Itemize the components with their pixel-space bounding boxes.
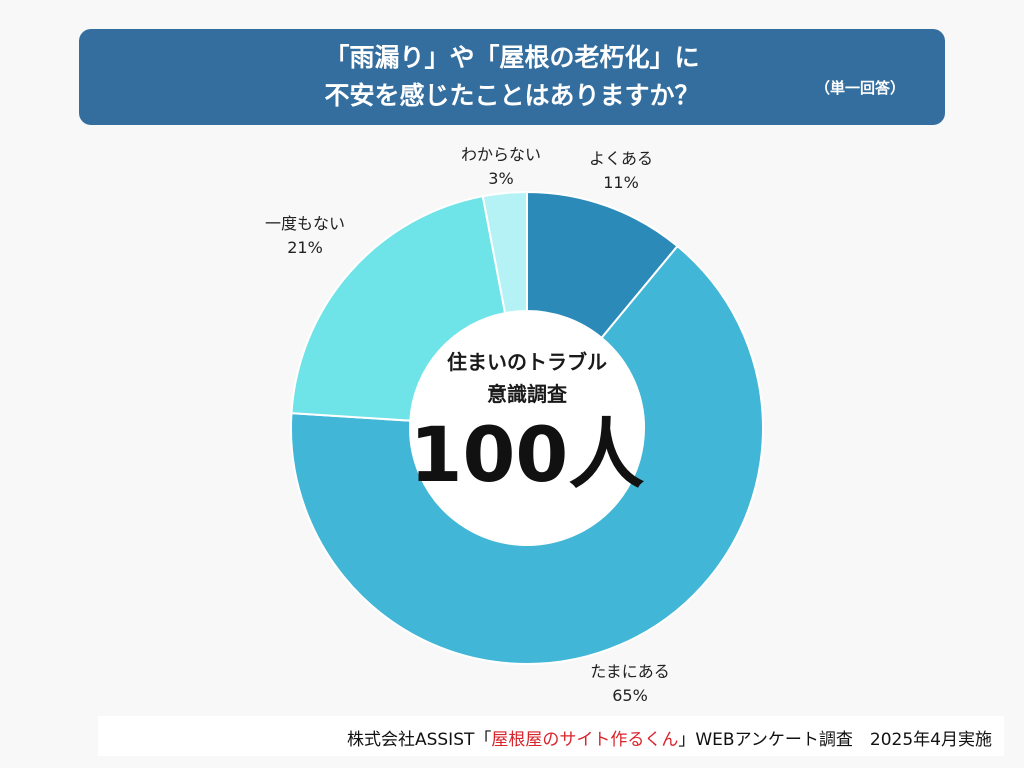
source-highlight: 屋根屋のサイト作るくん — [491, 730, 679, 750]
survey-source-text: 株式会社ASSIST「屋根屋のサイト作るくん」WEBアンケート調査 2025年4… — [347, 725, 992, 750]
center-subtitle-line-1: 住まいのトラブル — [447, 350, 607, 374]
title-line-1: 「雨漏り」や「屋根の老朽化」に — [324, 43, 700, 72]
answer-type-note: （単一回答） — [815, 79, 906, 97]
source-prefix: 株式会社ASSIST「 — [346, 730, 492, 750]
slice-label-unknown: わからない 3% — [446, 143, 556, 191]
slice-label-sometimes: たまにある 65% — [575, 660, 685, 708]
donut-hole — [410, 311, 644, 545]
slice-label-often-value: 11% — [603, 173, 639, 192]
center-subtitle-line-2: 意識調査 — [487, 382, 567, 406]
slice-label-sometimes-value: 65% — [612, 686, 648, 705]
slice-label-never: 一度もない 21% — [250, 212, 360, 260]
slice-label-often-name: よくある — [588, 149, 653, 168]
slice-label-unknown-name: わからない — [460, 145, 541, 164]
slice-label-often: よくある 11% — [576, 147, 666, 195]
title-banner: 「雨漏り」や「屋根の老朽化」に 不安を感じたことはありますか？ （単一回答） — [79, 29, 945, 125]
source-suffix: 」WEBアンケート調査 2025年4月実施 — [678, 730, 992, 750]
respondent-count: 100人 — [409, 410, 645, 499]
survey-source-footer: 株式会社ASSIST「屋根屋のサイト作るくん」WEBアンケート調査 2025年4… — [98, 716, 1004, 756]
slice-label-never-value: 21% — [287, 238, 323, 257]
slice-label-unknown-value: 3% — [488, 169, 514, 188]
title-line-2: 不安を感じたことはありますか？ — [324, 81, 700, 110]
slice-label-sometimes-name: たまにある — [590, 662, 670, 681]
slice-label-never-name: 一度もない — [264, 214, 345, 233]
